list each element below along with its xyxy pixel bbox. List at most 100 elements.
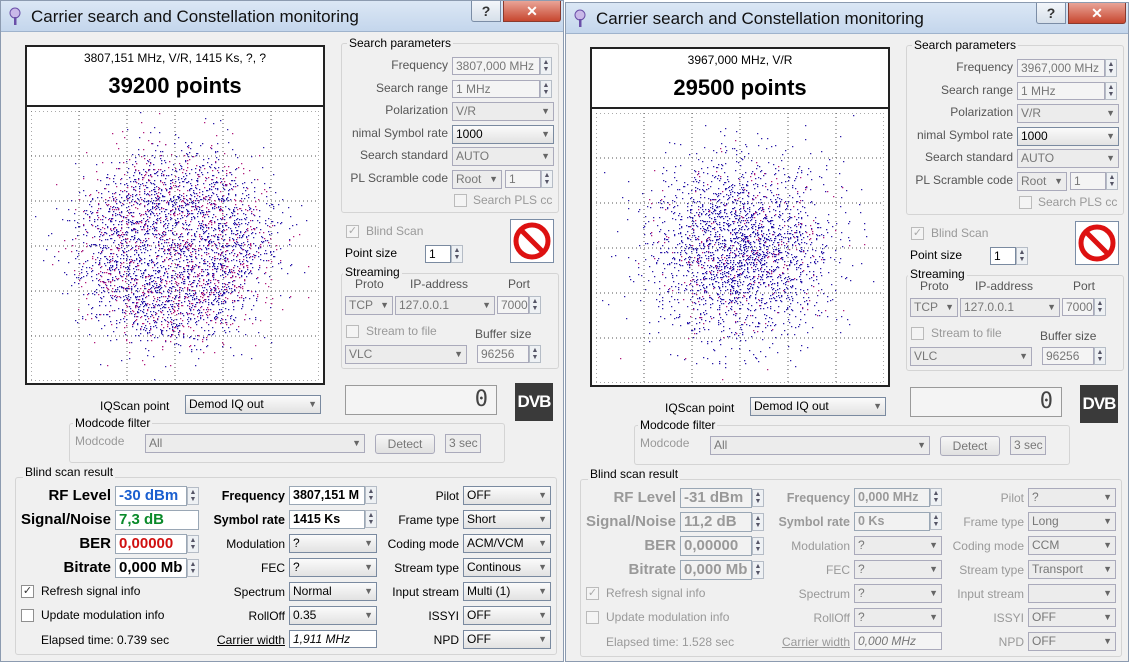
result-frequency-spinner[interactable]: ▲ ▼ bbox=[930, 488, 942, 506]
rf-level-spinner[interactable]: ▲ ▼ bbox=[752, 489, 764, 507]
search-standard-select[interactable]: AUTO ▼ bbox=[1017, 149, 1119, 168]
port-input[interactable]: 7000 bbox=[1062, 298, 1094, 316]
search-range-spinner[interactable]: ▲ ▼ bbox=[540, 80, 552, 98]
frequency-spinner[interactable]: ▲ ▼ bbox=[540, 57, 552, 75]
ber-spinner[interactable]: ▲ ▼ bbox=[752, 537, 764, 555]
modcode-select[interactable]: All ▼ bbox=[710, 436, 930, 455]
signal-noise-spinner[interactable]: ▲ ▼ bbox=[752, 513, 764, 531]
blind-scan-checkbox[interactable]: ✓ bbox=[346, 225, 359, 238]
point-size-spinner[interactable]: ▲ ▼ bbox=[451, 245, 463, 263]
bitrate-spinner[interactable]: ▲ ▼ bbox=[187, 559, 199, 577]
rf-level-spinner[interactable]: ▲ ▼ bbox=[187, 487, 199, 505]
player-select[interactable]: VLC ▼ bbox=[910, 347, 1032, 366]
polarization-select[interactable]: V/R ▼ bbox=[452, 102, 554, 121]
blind-scan-checkbox[interactable]: ✓ bbox=[911, 227, 924, 240]
buffer-size-input[interactable]: 96256 bbox=[1042, 347, 1094, 365]
stream-to-file-checkbox[interactable] bbox=[346, 325, 359, 338]
refresh-signal-checkbox[interactable]: ✓ bbox=[586, 587, 599, 600]
symbol-rate-select[interactable]: 1000 ▼ bbox=[452, 125, 554, 144]
constellation-points-primary bbox=[602, 115, 875, 369]
input-stream-select[interactable]: ▼ bbox=[1028, 584, 1116, 603]
ip-address-select[interactable]: 127.0.0.1 ▼ bbox=[395, 296, 495, 315]
search-range-spinner[interactable]: ▲ ▼ bbox=[1105, 82, 1117, 100]
spectrum-select[interactable]: ? ▼ bbox=[854, 584, 942, 603]
detect-seconds-select[interactable]: 3 sec bbox=[445, 434, 481, 453]
buffer-size-spinner[interactable]: ▲ ▼ bbox=[529, 345, 541, 363]
coding-mode-select[interactable]: CCM ▼ bbox=[1028, 536, 1116, 555]
rolloff-select[interactable]: ? ▼ bbox=[854, 608, 942, 627]
point-size-input[interactable]: 1 bbox=[425, 245, 451, 263]
search-range-input[interactable]: 1 MHz bbox=[452, 80, 540, 98]
close-button[interactable]: ✕ bbox=[503, 1, 561, 22]
search-standard-select[interactable]: AUTO ▼ bbox=[452, 147, 554, 166]
pl-mode-select[interactable]: Root ▼ bbox=[452, 170, 502, 189]
fec-select[interactable]: ? ▼ bbox=[289, 558, 377, 577]
search-pls-checkbox[interactable] bbox=[454, 194, 467, 207]
port-spinner[interactable]: ▲ ▼ bbox=[1094, 298, 1106, 316]
frame-type-select[interactable]: Long ▼ bbox=[1028, 512, 1116, 531]
result-frequency-spinner[interactable]: ▲ ▼ bbox=[365, 486, 377, 504]
issyi-select[interactable]: OFF ▼ bbox=[463, 606, 551, 625]
close-button[interactable]: ✕ bbox=[1068, 3, 1126, 24]
frequency-input[interactable]: 3967,000 MHz bbox=[1017, 59, 1105, 77]
help-button[interactable]: ? bbox=[1036, 3, 1066, 24]
point-size-input[interactable]: 1 bbox=[990, 247, 1016, 265]
port-spinner[interactable]: ▲ ▼ bbox=[529, 296, 541, 314]
detect-button[interactable]: Detect bbox=[375, 434, 435, 454]
symbol-rate-select[interactable]: 1000 ▼ bbox=[1017, 127, 1119, 146]
ip-address-select[interactable]: 127.0.0.1 ▼ bbox=[960, 298, 1060, 317]
stream-type-select[interactable]: Continous ▼ bbox=[463, 558, 551, 577]
modulation-select[interactable]: ? ▼ bbox=[854, 536, 942, 555]
modulation-select[interactable]: ? ▼ bbox=[289, 534, 377, 553]
refresh-signal-checkbox[interactable]: ✓ bbox=[21, 585, 34, 598]
proto-select[interactable]: TCP ▼ bbox=[345, 296, 393, 315]
issyi-select[interactable]: OFF ▼ bbox=[1028, 608, 1116, 627]
stop-button[interactable] bbox=[510, 219, 554, 263]
modcode-select[interactable]: All ▼ bbox=[145, 434, 365, 453]
pl-code-spinner[interactable]: ▲ ▼ bbox=[541, 170, 553, 188]
stream-type-select[interactable]: Transport ▼ bbox=[1028, 560, 1116, 579]
detect-seconds-select[interactable]: 3 sec bbox=[1010, 436, 1046, 455]
frequency-spinner[interactable]: ▲ ▼ bbox=[1105, 59, 1117, 77]
proto-select[interactable]: TCP ▼ bbox=[910, 298, 958, 317]
title-bar[interactable]: Carrier search and Constellation monitor… bbox=[566, 3, 1128, 34]
result-symbol-rate-spinner[interactable]: ▲ ▼ bbox=[930, 512, 942, 530]
detect-button[interactable]: Detect bbox=[940, 436, 1000, 456]
stop-button[interactable] bbox=[1075, 221, 1119, 265]
spectrum-select[interactable]: Normal ▼ bbox=[289, 582, 377, 601]
carrier-width-label[interactable]: Carrier width bbox=[216, 633, 285, 647]
buffer-size-spinner[interactable]: ▲ ▼ bbox=[1094, 347, 1106, 365]
help-button[interactable]: ? bbox=[471, 1, 501, 22]
polarization-select[interactable]: V/R ▼ bbox=[1017, 104, 1119, 123]
port-input[interactable]: 7000 bbox=[497, 296, 529, 314]
iqscan-select[interactable]: Demod IQ out ▼ bbox=[750, 397, 886, 416]
pl-code-input[interactable]: 1 bbox=[505, 170, 541, 188]
npd-select[interactable]: OFF ▼ bbox=[1028, 632, 1116, 651]
input-stream-select[interactable]: Multi (1) ▼ bbox=[463, 582, 551, 601]
ber-spinner[interactable]: ▲ ▼ bbox=[187, 535, 199, 553]
coding-mode-select[interactable]: ACM/VCM ▼ bbox=[463, 534, 551, 553]
pl-mode-select[interactable]: Root ▼ bbox=[1017, 172, 1067, 191]
point-size-spinner[interactable]: ▲ ▼ bbox=[1016, 247, 1028, 265]
search-range-input[interactable]: 1 MHz bbox=[1017, 82, 1105, 100]
pilot-select[interactable]: ? ▼ bbox=[1028, 488, 1116, 507]
fec-select[interactable]: ? ▼ bbox=[854, 560, 942, 579]
npd-select[interactable]: OFF ▼ bbox=[463, 630, 551, 649]
pl-code-input[interactable]: 1 bbox=[1070, 172, 1106, 190]
update-modulation-checkbox[interactable] bbox=[586, 611, 599, 624]
search-pls-checkbox[interactable] bbox=[1019, 196, 1032, 209]
pl-code-spinner[interactable]: ▲ ▼ bbox=[1106, 172, 1118, 190]
result-symbol-rate-spinner[interactable]: ▲ ▼ bbox=[365, 510, 377, 528]
buffer-size-input[interactable]: 96256 bbox=[477, 345, 529, 363]
rolloff-select[interactable]: 0.35 ▼ bbox=[289, 606, 377, 625]
frame-type-select[interactable]: Short ▼ bbox=[463, 510, 551, 529]
title-bar[interactable]: Carrier search and Constellation monitor… bbox=[1, 1, 563, 32]
iqscan-select[interactable]: Demod IQ out ▼ bbox=[185, 395, 321, 414]
carrier-width-label[interactable]: Carrier width bbox=[781, 635, 850, 649]
bitrate-spinner[interactable]: ▲ ▼ bbox=[752, 561, 764, 579]
frequency-input[interactable]: 3807,000 MHz bbox=[452, 57, 540, 75]
stream-to-file-checkbox[interactable] bbox=[911, 327, 924, 340]
pilot-select[interactable]: OFF ▼ bbox=[463, 486, 551, 505]
player-select[interactable]: VLC ▼ bbox=[345, 345, 467, 364]
update-modulation-checkbox[interactable] bbox=[21, 609, 34, 622]
